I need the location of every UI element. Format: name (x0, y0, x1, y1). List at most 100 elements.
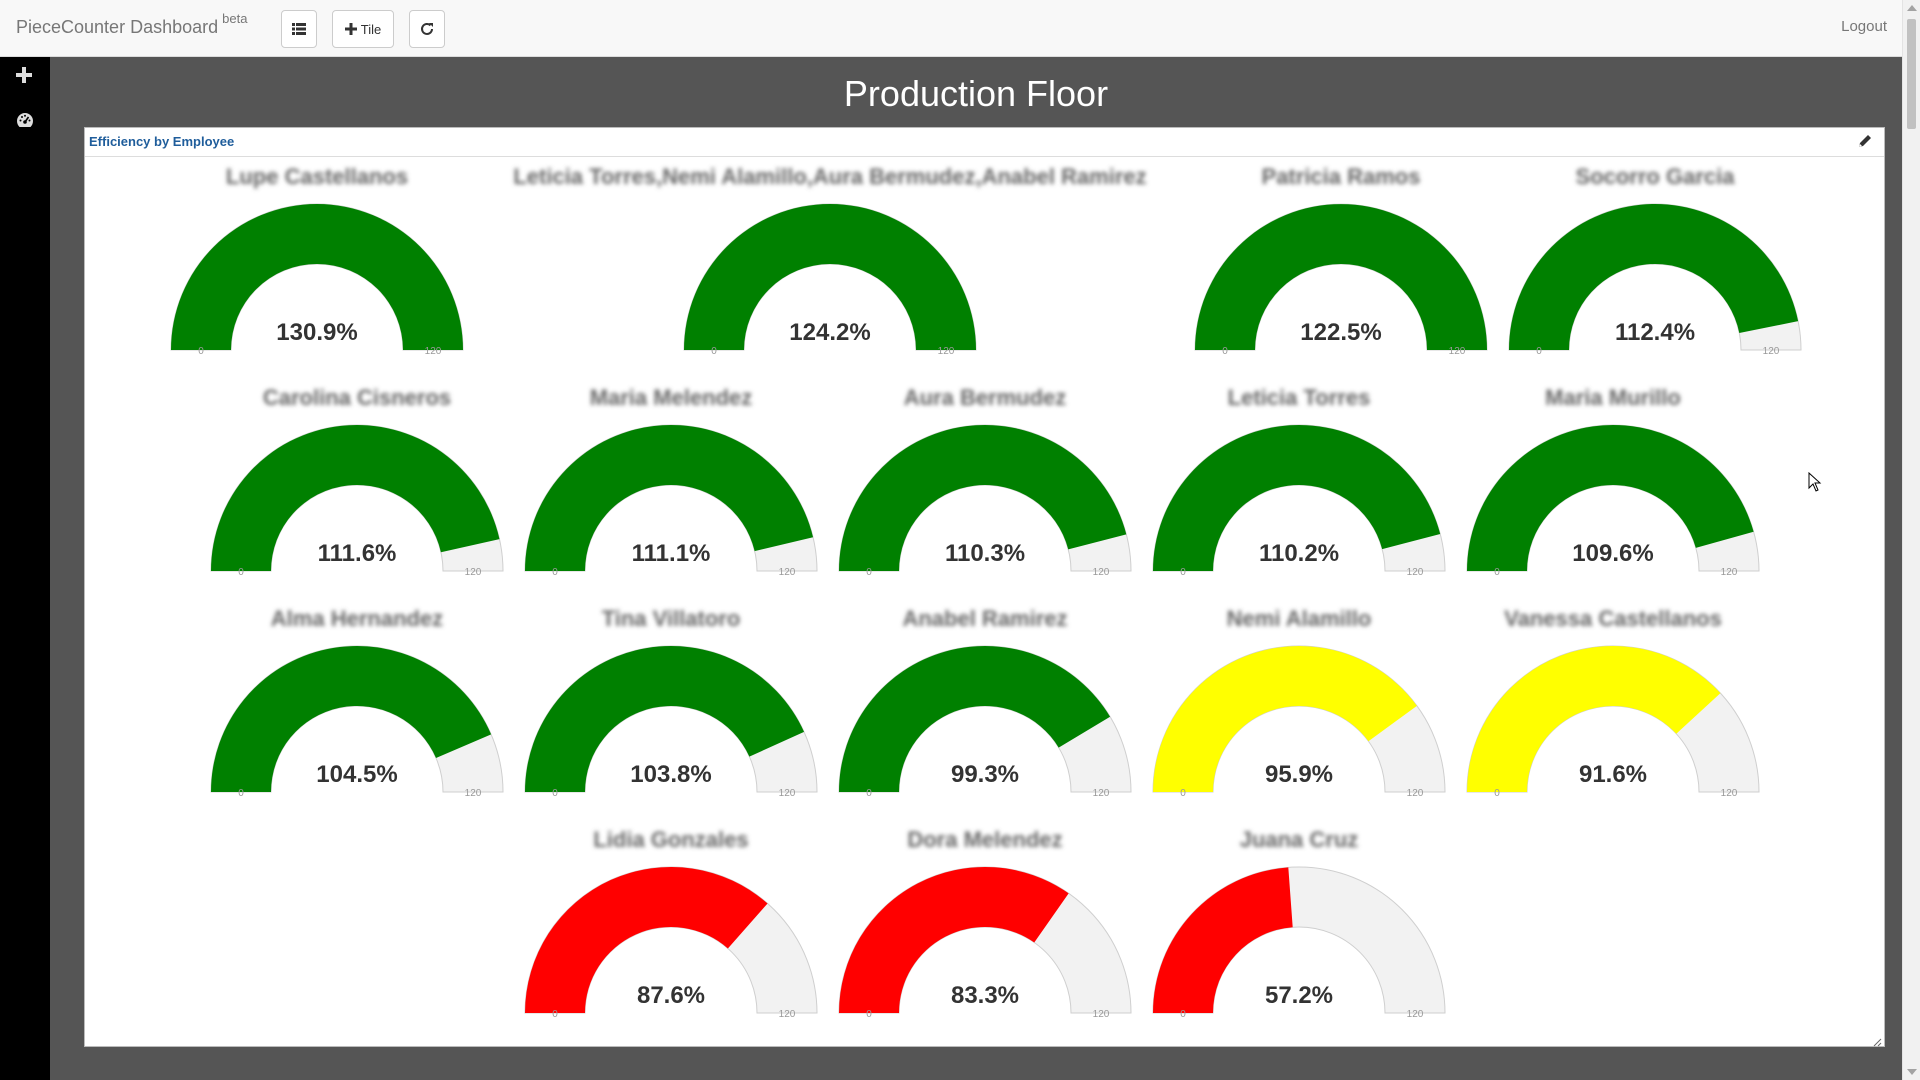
gauge-value-label: 124.2% (789, 319, 870, 346)
gauge-value-arc (1153, 867, 1293, 1013)
gauge-employee-name: Leticia Torres,Nemi Alamillo,Aura Bermud… (513, 164, 1146, 189)
refresh-button[interactable] (409, 10, 445, 48)
gauge-value-arc (525, 867, 768, 1013)
gauge-min-label: 0 (1536, 346, 1542, 357)
gauge-value-label: 112.4% (1615, 319, 1695, 346)
gauge-value-label: 104.5% (316, 761, 397, 788)
gauge-max-label: 120 (1093, 788, 1110, 799)
efficiency-tile: Efficiency by Employee 130.9% 0 120 Lupe Ca… (84, 127, 1885, 1047)
gauge-min-label: 0 (1180, 788, 1186, 799)
gauge-employee-name: Juana Cruz (1240, 827, 1359, 852)
gauge-value-label: 111.6% (318, 540, 397, 567)
gauge-value-label: 83.3% (951, 982, 1019, 1009)
gauge-value-label: 95.9% (1265, 761, 1333, 788)
gauge-min-label: 0 (866, 1009, 872, 1020)
gauge-value-label: 111.1% (632, 540, 711, 567)
refresh-icon (420, 22, 434, 36)
gauge: 111.1% 0 120 Maria Melendez (524, 385, 818, 578)
beta-badge: beta (222, 11, 248, 26)
gauge: 83.3% 0 120 Dora Melendez (838, 827, 1132, 1020)
logout-link[interactable]: Logout (1841, 18, 1887, 35)
app-brand[interactable]: PieceCounter Dashboard beta (16, 11, 248, 38)
gauge-employee-name: Anabel Ramirez (902, 606, 1067, 631)
gauge-min-label: 0 (711, 346, 717, 357)
gauge-value-arc (211, 645, 492, 792)
gauge-employee-name: Socorro Garcia (1576, 164, 1736, 189)
gauge: 124.2% 0 120 Leticia Torres,Nemi Alamillo,A… (513, 164, 1146, 357)
gauge-max-label: 120 (1763, 346, 1780, 357)
add-tile-button[interactable]: Tile (332, 10, 394, 48)
gauge-max-label: 120 (779, 567, 796, 578)
gauge-value-label: 87.6% (637, 982, 705, 1009)
gauge-max-label: 120 (1449, 346, 1466, 357)
gauge-value-label: 103.8% (630, 761, 711, 788)
scroll-thumb[interactable] (1907, 19, 1916, 129)
list-icon (292, 23, 306, 35)
gauge-max-label: 120 (465, 788, 482, 799)
gauge-value-arc (211, 424, 500, 571)
gauge-min-label: 0 (1494, 788, 1500, 799)
gauge-value-arc (1509, 203, 1799, 350)
gauge-max-label: 120 (1407, 1009, 1424, 1020)
gauge-max-label: 120 (1093, 1009, 1110, 1020)
gauge-min-label: 0 (1180, 1009, 1186, 1020)
gauge-value-label: 57.2% (1265, 982, 1333, 1009)
dashboard-icon[interactable] (16, 112, 36, 132)
tile-title: Efficiency by Employee (89, 134, 235, 149)
gauge: 112.4% 0 120 Socorro Garcia (1508, 164, 1802, 357)
gauge-employee-name: Vanessa Castellanos (1504, 606, 1722, 631)
page-title: Production Floor (843, 73, 1109, 114)
gauge-max-label: 120 (1407, 567, 1424, 578)
gauge-min-label: 0 (552, 567, 558, 578)
gauge-value-arc (525, 646, 805, 792)
gauge-employee-name: Dora Melendez (907, 827, 1062, 852)
gauge: 109.6% 0 120 Maria Murillo (1466, 385, 1760, 578)
gauge-value-label: 122.5% (1300, 319, 1381, 346)
gauge-max-label: 120 (1721, 788, 1738, 799)
gauge-min-label: 0 (238, 567, 244, 578)
gauge-min-label: 0 (552, 788, 558, 799)
gauge-max-label: 120 (779, 788, 796, 799)
top-navbar: PieceCounter Dashboard beta Tile Logout (0, 0, 1902, 57)
plus-icon[interactable] (16, 67, 36, 87)
gauge: 95.9% 0 120 Nemi Alamillo (1152, 606, 1446, 799)
gauge-grid: 130.9% 0 120 Lupe Castellanos 124.2% 0 120 Leti… (170, 164, 1802, 1020)
list-view-button[interactable] (281, 10, 317, 48)
gauge-max-label: 120 (1093, 567, 1110, 578)
gauge-max-label: 120 (1721, 567, 1738, 578)
gauge-value-label: 109.6% (1572, 540, 1653, 567)
gauge-max-label: 120 (779, 1009, 796, 1020)
tile-header: Efficiency by Employee (85, 128, 1884, 157)
vertical-scrollbar[interactable] (1902, 0, 1920, 1080)
gauge-min-label: 0 (238, 788, 244, 799)
gauge: 99.3% 0 120 Anabel Ramirez (838, 606, 1132, 799)
app-title[interactable]: PieceCounter Dashboard (16, 17, 219, 37)
gauge-min-label: 0 (552, 1009, 558, 1020)
plus-icon (344, 23, 357, 35)
scroll-down-arrow[interactable] (1907, 1069, 1917, 1075)
gauge: 110.2% 0 120 Leticia Torres (1152, 385, 1446, 578)
gauge-value-arc (171, 204, 463, 350)
gauge-employee-name: Lupe Castellanos (226, 164, 408, 189)
gauge-max-label: 120 (1407, 788, 1424, 799)
gauge-value-arc (839, 424, 1127, 571)
gauge-employee-name: Carolina Cisneros (263, 385, 451, 410)
pencil-icon[interactable] (1858, 134, 1874, 150)
gauge-value-arc (838, 866, 1069, 1013)
gauge-min-label: 0 (866, 567, 872, 578)
scroll-up-arrow[interactable] (1907, 5, 1917, 11)
gauge-employee-name: Leticia Torres (1228, 385, 1371, 410)
gauge-employee-name: Nemi Alamillo (1227, 606, 1372, 631)
gauge-value-arc (1153, 646, 1417, 792)
gauge: 87.6% 0 120 Lidia Gonzales (524, 827, 818, 1020)
gauge-value-label: 99.3% (951, 761, 1019, 788)
gauge-value-arc (1195, 204, 1487, 350)
gauge-value-arc (1153, 424, 1441, 571)
gauge-employee-name: Alma Hernandez (271, 606, 443, 631)
gauge-employee-name: Maria Melendez (590, 385, 753, 410)
gauge: 103.8% 0 120 Tina Villatoro (524, 606, 818, 799)
gauge-value-label: 110.3% (945, 540, 1025, 567)
gauge-value-arc (525, 425, 814, 571)
gauge-max-label: 120 (938, 346, 955, 357)
resize-handle-icon[interactable] (1872, 1034, 1882, 1047)
